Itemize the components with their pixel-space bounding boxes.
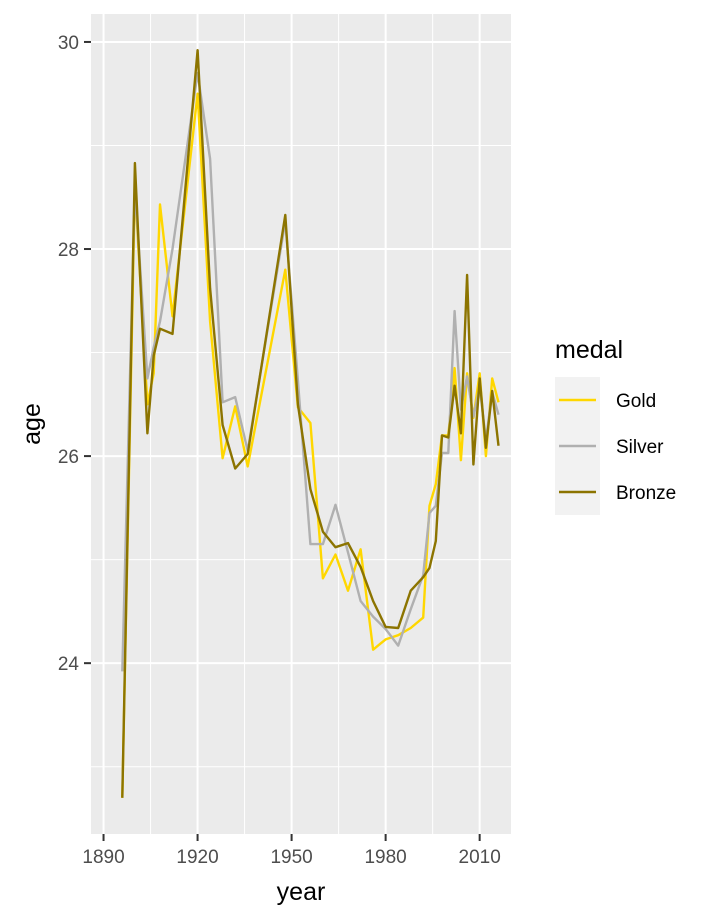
- legend-title: medal: [555, 336, 623, 364]
- x-tick-label: 1890: [82, 847, 124, 868]
- y-tick-label: 26: [58, 447, 79, 468]
- series-line-bronze: [121, 49, 500, 798]
- y-axis-title: age: [18, 403, 46, 445]
- legend-label-silver: Silver: [616, 437, 664, 458]
- x-tick-label: 2010: [459, 847, 501, 868]
- minor-gridlines: [91, 14, 511, 834]
- y-tick-label: 30: [58, 33, 79, 54]
- x-tick-label: 1980: [364, 847, 406, 868]
- series-lines: [121, 49, 500, 798]
- legend: medal Gold Silver Bronze: [555, 336, 676, 515]
- x-axis: 1890 1920 1950 1980 2010: [82, 834, 501, 868]
- major-gridlines: [91, 14, 511, 834]
- legend-label-gold: Gold: [616, 391, 656, 412]
- y-axis: 24 26 28 30: [58, 33, 91, 675]
- y-tick-label: 24: [58, 654, 80, 675]
- x-axis-title: year: [277, 878, 326, 906]
- legend-label-bronze: Bronze: [616, 483, 676, 504]
- y-tick-label: 28: [58, 240, 79, 261]
- x-tick-label: 1920: [176, 847, 218, 868]
- series-line-gold: [121, 92, 500, 798]
- x-tick-label: 1950: [270, 847, 312, 868]
